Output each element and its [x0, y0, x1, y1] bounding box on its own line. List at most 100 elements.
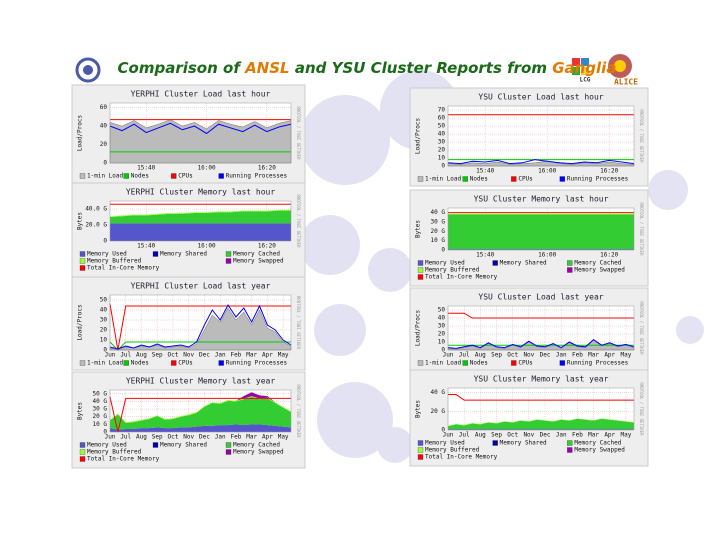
y-axis-label: Load/Procs	[77, 115, 84, 152]
series-line	[109, 396, 291, 433]
plot-area	[448, 106, 634, 166]
chart-title: YSU Cluster Load last year	[478, 293, 603, 302]
y-tick-label: 20.0 G	[85, 222, 107, 229]
legend-label: Nodes	[470, 360, 488, 367]
y-axis-label: Load/Procs	[415, 310, 422, 347]
legend-label: Memory Swapped	[574, 447, 625, 454]
y-tick-label: 10 G	[431, 237, 446, 244]
chart-title: YERPHI Cluster Memory last year	[126, 377, 275, 386]
legend-label: Total In-Core Memory	[87, 265, 160, 272]
series-line	[447, 338, 635, 349]
ganglia-chart: YERPHI Cluster Memory last year Bytes RRDT…	[71, 371, 306, 469]
y-tick-label: 50	[438, 307, 446, 314]
title-part: ANSL	[244, 59, 290, 77]
legend-label: Memory Shared	[160, 442, 207, 449]
legend-swatch	[79, 265, 86, 271]
legend-swatch	[152, 442, 159, 448]
legend-label: Memory Used	[425, 260, 465, 267]
chart-title: YSU Cluster Memory last year	[474, 375, 609, 384]
x-tick-label: Mar	[246, 434, 257, 441]
y-tick-label: 40 G	[431, 209, 446, 216]
y-tick-label: 10	[438, 339, 446, 346]
series-area	[448, 213, 634, 215]
legend-label: Nodes	[131, 173, 149, 180]
background-circles	[300, 70, 704, 463]
legend-swatch	[417, 360, 424, 366]
plot-frame	[447, 207, 635, 251]
series-area	[110, 223, 291, 241]
legend-swatch	[79, 173, 86, 179]
legend-label: Memory Swapped	[233, 449, 284, 456]
watermark: RRDTOOL / TOBI OETIKER	[296, 296, 301, 350]
x-tick-label: Dec	[199, 434, 210, 441]
series-area	[448, 418, 634, 427]
y-tick-label: 0	[441, 347, 445, 354]
plot-area	[448, 306, 634, 350]
lcg-label: LCG	[580, 77, 591, 84]
x-tick-label: May	[278, 434, 289, 441]
ganglia-chart: YERPHI Cluster Load last hour Load/Procs R…	[71, 84, 306, 184]
y-tick-label: 0	[103, 347, 107, 354]
legend-label: Memory Buffered	[425, 267, 480, 274]
legend-label: Total In-Core Memory	[87, 456, 160, 463]
legend-label: Memory Buffered	[425, 447, 480, 454]
y-tick-label: 20 G	[93, 413, 108, 420]
x-tick-label: May	[278, 352, 289, 359]
legend-label: Running Processes	[226, 173, 288, 180]
legend-label: Memory Cached	[233, 442, 280, 449]
legend-swatch	[225, 258, 232, 264]
series-area	[110, 209, 291, 217]
legend-swatch	[492, 260, 498, 266]
y-axis-label: Bytes	[77, 402, 84, 420]
legend-label: CPUs	[178, 173, 193, 180]
y-tick-label: 10	[438, 155, 446, 162]
legend-swatch	[559, 360, 566, 366]
ganglia-chart: YSU Cluster Memory last year Bytes RRDTOOL…	[409, 369, 649, 467]
legend-label: Memory Cached	[574, 440, 621, 447]
legend-swatch	[123, 173, 129, 179]
legend-swatch	[79, 449, 86, 455]
x-tick-label: Feb	[572, 432, 583, 439]
legend-swatch	[567, 260, 573, 266]
legend-label: Running Processes	[567, 360, 629, 367]
legend-swatch	[225, 251, 232, 257]
x-tick-label: 16:00	[538, 252, 556, 259]
legend-swatch	[171, 173, 177, 179]
x-tick-label: Sep	[491, 352, 502, 359]
legend-label: Total In-Core Memory	[425, 454, 498, 461]
x-tick-label: 16:20	[600, 168, 618, 175]
ganglia-chart: YSU Cluster Load last hour Load/Procs RRDT…	[409, 87, 649, 187]
y-tick-label: 50	[100, 297, 108, 304]
x-tick-label: Jun	[443, 352, 454, 359]
x-tick-label: 15:40	[476, 252, 494, 259]
legend-swatch	[218, 360, 224, 366]
plot-frame	[447, 387, 635, 431]
legend-label: Memory Buffered	[87, 449, 142, 456]
y-tick-label: 30 G	[93, 406, 108, 413]
legend-swatch	[152, 251, 159, 257]
x-tick-label: 15:40	[137, 243, 155, 250]
legend-swatch	[417, 176, 424, 182]
y-tick-label: 30 G	[431, 219, 446, 226]
legend-label: Memory Cached	[233, 251, 280, 258]
y-axis-label: Load/Procs	[77, 304, 84, 341]
plot-frame	[109, 102, 292, 164]
watermark: RRDTOOL / TOBI OETIKER	[296, 195, 301, 249]
x-tick-label: Apr	[262, 352, 273, 359]
plot-frame	[109, 200, 292, 242]
y-tick-label: 40	[100, 123, 108, 130]
y-tick-label: 70	[438, 107, 446, 114]
x-tick-label: Aug	[475, 432, 486, 439]
legend-swatch	[123, 360, 129, 366]
x-tick-label: 16:20	[600, 252, 618, 259]
y-tick-label: 20 G	[431, 408, 446, 415]
x-tick-label: Nov	[183, 352, 194, 359]
series-line	[447, 159, 635, 165]
series-line	[448, 394, 634, 401]
legend-label: 1-min Load	[425, 176, 462, 183]
series-line	[109, 341, 291, 351]
legend-label: Memory Used	[87, 442, 127, 449]
x-tick-label: Jul	[459, 432, 470, 439]
y-tick-label: 20	[438, 331, 446, 338]
watermark: RRDTOOL / TOBI OETIKER	[639, 203, 644, 257]
